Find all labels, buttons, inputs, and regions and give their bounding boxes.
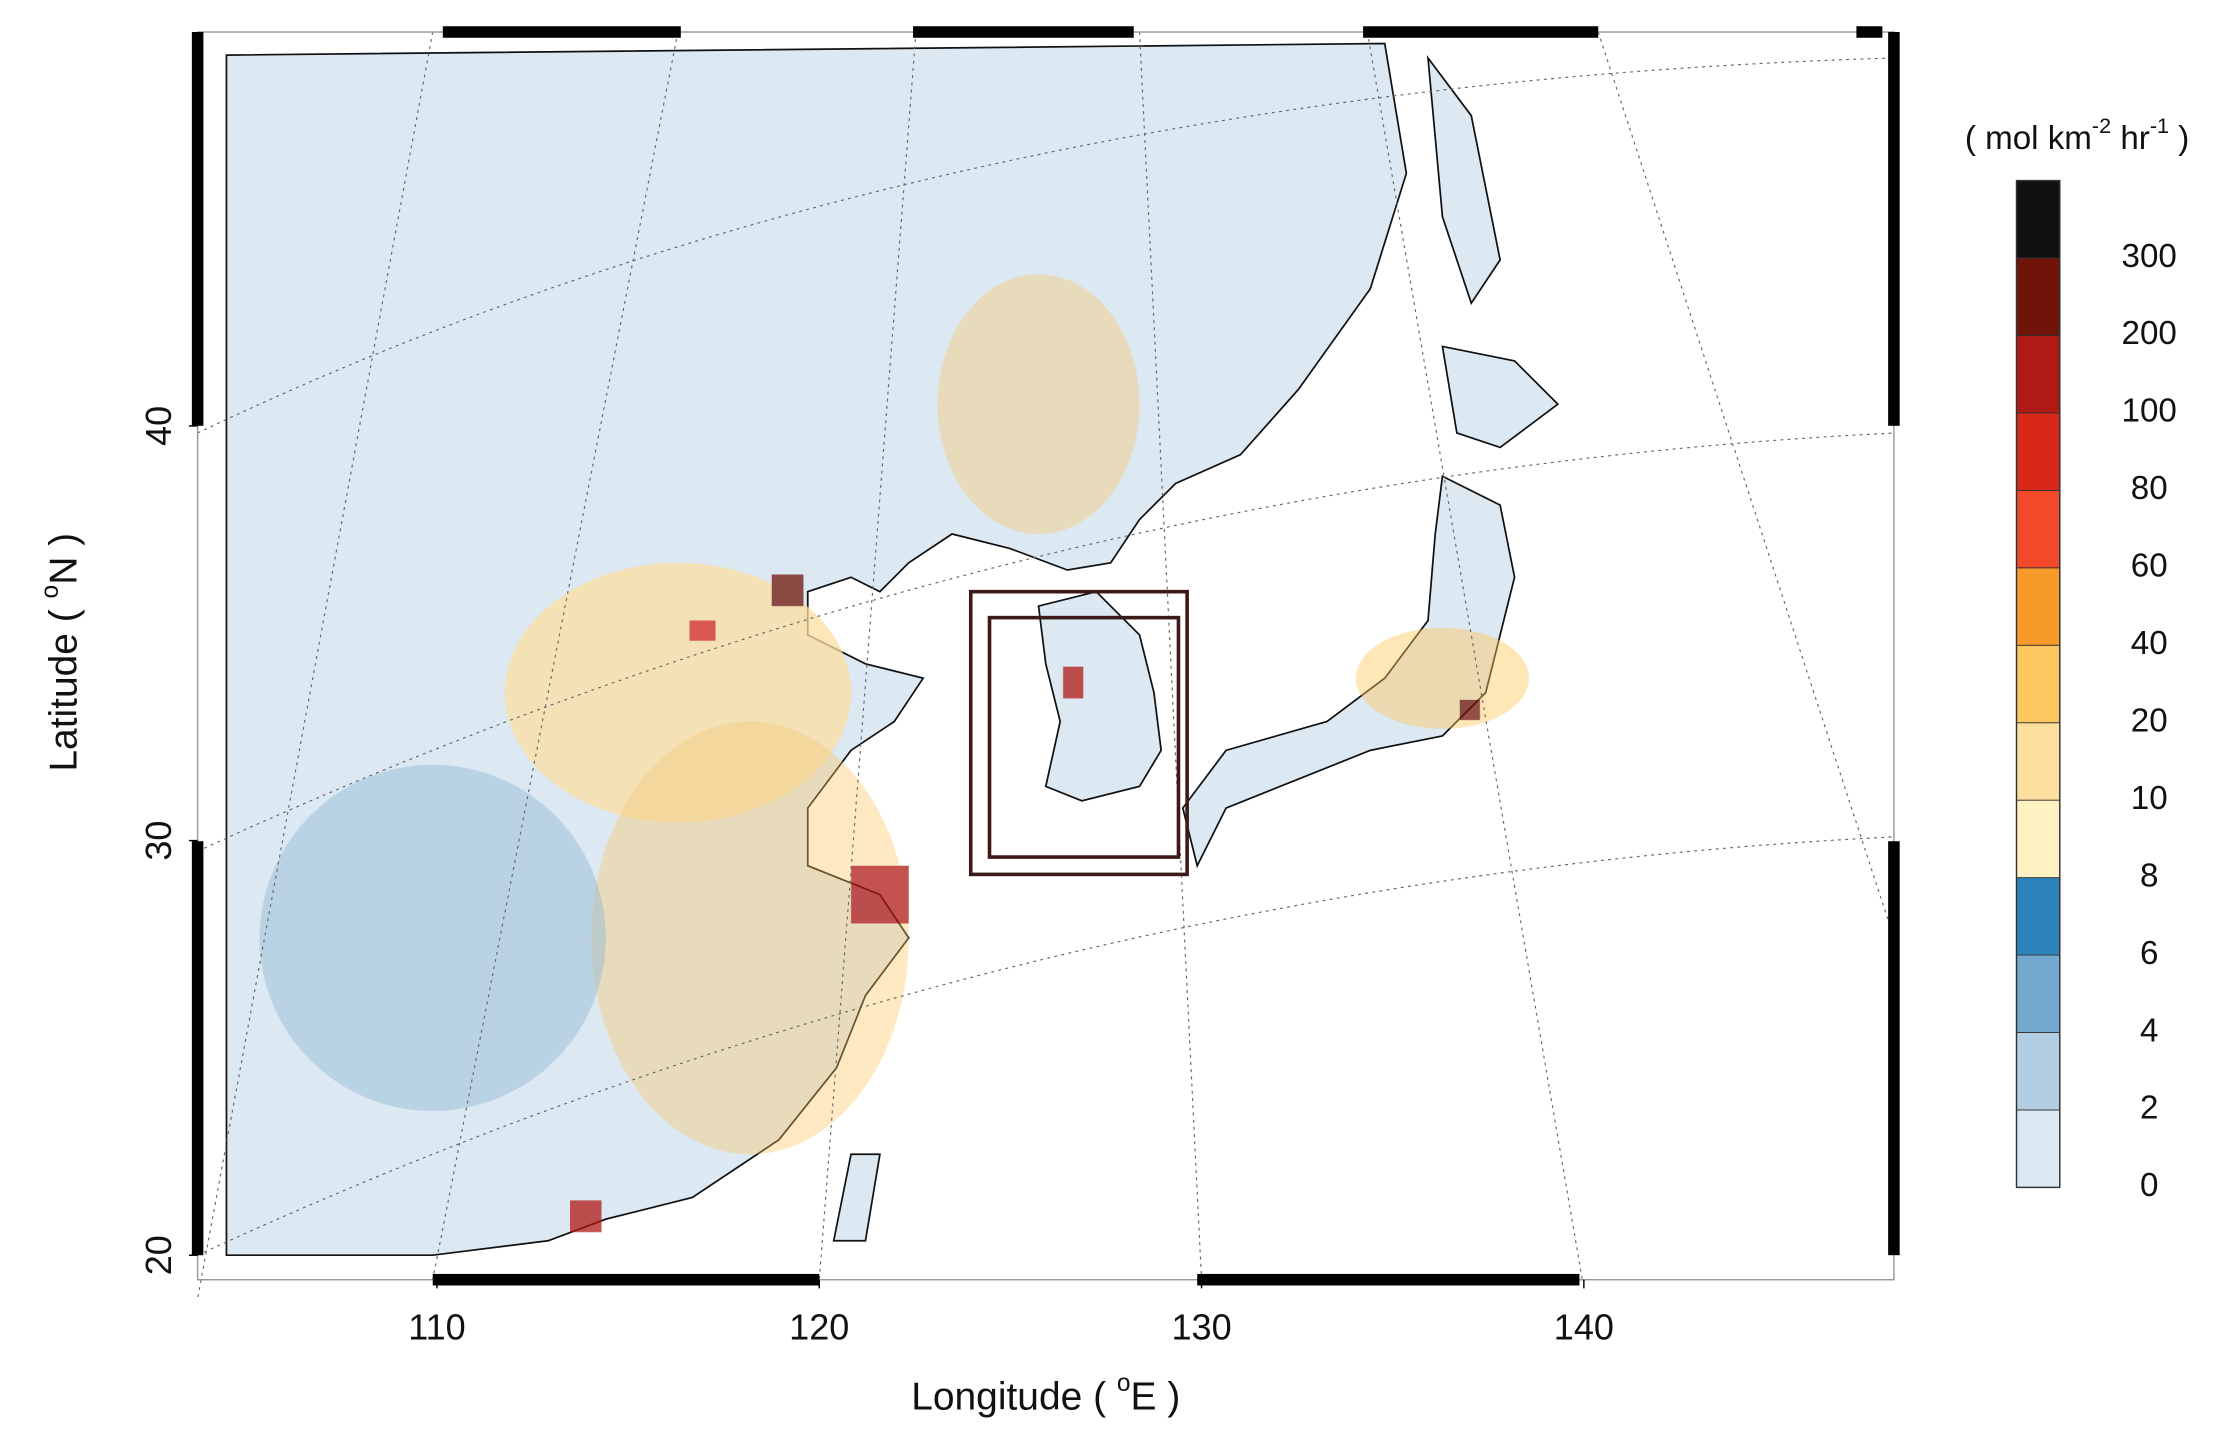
emission-region <box>937 274 1140 534</box>
frame-segment <box>1363 26 1599 38</box>
colorbar-box <box>2016 644 2061 724</box>
emission-spot <box>771 574 804 607</box>
parallel <box>197 836 1894 1256</box>
y-tick-label: 40 <box>138 406 179 446</box>
colorbar-label: 100 <box>2122 393 2177 430</box>
colorbar-box <box>2016 954 2061 1033</box>
y-tick-label: 30 <box>138 821 179 861</box>
frame-segment <box>442 26 681 38</box>
label-part: o <box>37 585 64 599</box>
label-part: ) <box>2169 120 2189 157</box>
colorbar-box <box>2016 1109 2061 1188</box>
land-honshu <box>1181 474 1516 869</box>
colorbar-label: 8 <box>2140 857 2158 894</box>
colorbar-label: 2 <box>2140 1090 2158 1127</box>
x-tick-label: 110 <box>408 1307 465 1348</box>
colorbar-label: 300 <box>2122 238 2177 275</box>
colorbar-box <box>2016 567 2061 646</box>
label-part: o <box>1117 1370 1131 1397</box>
colorbar-label: 6 <box>2140 935 2158 972</box>
colorbar-label: 60 <box>2131 548 2168 585</box>
colorbar-box <box>2016 1032 2061 1111</box>
emission-spot <box>1063 666 1084 699</box>
meridian <box>1597 31 1895 939</box>
meridian <box>1138 31 1203 1280</box>
x-tick-label: 120 <box>789 1307 849 1348</box>
frame-segment <box>1856 26 1883 38</box>
colorbar-label: 20 <box>2131 702 2168 739</box>
meridian <box>432 31 679 1280</box>
colorbar-box <box>2016 799 2061 879</box>
domain-box <box>987 615 1181 859</box>
land-korea <box>1037 590 1163 802</box>
label-part: -1 <box>2150 113 2169 138</box>
land-sakhalin <box>1426 55 1502 306</box>
graticule <box>197 31 1895 1299</box>
x-tick-label: 140 <box>1554 1307 1614 1348</box>
map-area <box>191 26 1900 1299</box>
x-axis-label: Longitude ( oE ) <box>911 1370 1180 1418</box>
frame-segment <box>191 841 204 1256</box>
emission-region <box>591 721 909 1155</box>
label-part: ( mol km <box>1965 120 2092 157</box>
label-part: -2 <box>2092 113 2111 138</box>
frame-ticks <box>191 26 1900 1286</box>
frame-segment <box>1888 841 1900 1256</box>
colorbar-label: 4 <box>2140 1012 2158 1049</box>
frame-segment <box>1197 1273 1580 1286</box>
colorbar-box <box>2016 335 2061 414</box>
colorbar-frame <box>2015 179 2061 1189</box>
colorbar-box <box>2016 722 2061 801</box>
colorbar-box <box>2016 412 2061 491</box>
colorbar-units: ( mol km-2 hr-1 ) <box>1965 113 2190 157</box>
colorbar-label: 200 <box>2122 315 2177 352</box>
x-tick-label: 130 <box>1171 1307 1231 1348</box>
label-part: hr <box>2111 120 2150 157</box>
emission-region <box>1355 627 1529 729</box>
colorbar-label: 80 <box>2131 470 2168 507</box>
emission-region <box>259 764 606 1111</box>
label-part: Latitude ( <box>43 598 86 771</box>
colorbar-box <box>2016 489 2061 569</box>
colorbar-box <box>2016 877 2061 956</box>
y-axis-label: Latitude ( oN ) <box>37 533 85 772</box>
emission-spot <box>689 620 716 641</box>
land-taiwan <box>832 1153 881 1242</box>
frame-segment <box>191 32 204 426</box>
emission-spot <box>569 1200 602 1233</box>
frame-segment <box>913 26 1134 38</box>
colorbar-label: 40 <box>2131 625 2168 662</box>
label-part: Longitude ( <box>911 1376 1117 1419</box>
colorbar-box <box>2016 257 2061 336</box>
colorbar-label: 10 <box>2131 780 2168 817</box>
colorbar-box <box>2016 180 2061 259</box>
land-hokkaido <box>1441 345 1560 449</box>
emission-hints <box>259 274 1529 1233</box>
y-tick-label: 20 <box>138 1235 179 1275</box>
parallel <box>197 432 1894 852</box>
emission-spot <box>1459 699 1480 721</box>
meridian <box>1366 31 1583 1280</box>
label-part: E ) <box>1131 1376 1181 1419</box>
domain-box <box>968 589 1189 877</box>
colorbar-label: 0 <box>2140 1167 2158 1204</box>
label-part: N ) <box>43 533 86 585</box>
frame-segment <box>432 1273 820 1286</box>
frame-segment <box>1888 32 1900 426</box>
emission-spot <box>851 865 909 924</box>
meridian <box>197 31 434 1299</box>
emission-region <box>504 562 852 823</box>
